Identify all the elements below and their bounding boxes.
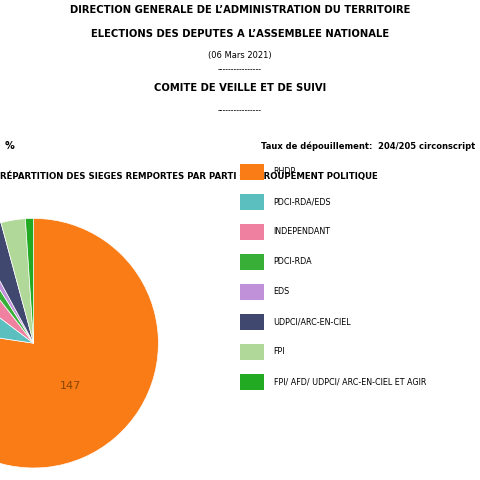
Text: UDPCI/ARC-EN-CIEL: UDPCI/ARC-EN-CIEL xyxy=(274,317,351,326)
Text: 147: 147 xyxy=(60,381,81,391)
Text: PDCI-RDA/EDS: PDCI-RDA/EDS xyxy=(274,197,331,206)
Text: COMITE DE VEILLE ET DE SUIVI: COMITE DE VEILLE ET DE SUIVI xyxy=(154,83,326,93)
Text: ELECTIONS DES DEPUTES A L’ASSEMBLEE NATIONALE: ELECTIONS DES DEPUTES A L’ASSEMBLEE NATI… xyxy=(91,28,389,38)
FancyBboxPatch shape xyxy=(240,193,264,210)
Wedge shape xyxy=(0,218,158,468)
Text: ----------------: ---------------- xyxy=(218,65,262,74)
Wedge shape xyxy=(0,245,34,343)
Text: FPI/ AFD/ UDPCI/ ARC-EN-CIEL ET AGIR: FPI/ AFD/ UDPCI/ ARC-EN-CIEL ET AGIR xyxy=(274,377,426,386)
Text: %: % xyxy=(5,142,14,151)
FancyBboxPatch shape xyxy=(240,284,264,300)
FancyBboxPatch shape xyxy=(240,253,264,270)
Text: RÉPARTITION DES SIEGES REMPORTES PAR PARTI OU GROUPEMENT POLITIQUE: RÉPARTITION DES SIEGES REMPORTES PAR PAR… xyxy=(0,171,378,181)
Wedge shape xyxy=(25,218,34,343)
Text: INDEPENDANT: INDEPENDANT xyxy=(274,228,331,236)
FancyBboxPatch shape xyxy=(240,313,264,330)
FancyBboxPatch shape xyxy=(240,164,264,180)
Text: PDCI-RDA: PDCI-RDA xyxy=(274,257,312,266)
Wedge shape xyxy=(0,268,34,343)
Wedge shape xyxy=(1,219,34,343)
Text: EDS: EDS xyxy=(274,288,290,296)
FancyBboxPatch shape xyxy=(240,224,264,240)
Text: (06 Mars 2021): (06 Mars 2021) xyxy=(208,50,272,60)
FancyBboxPatch shape xyxy=(240,373,264,390)
FancyBboxPatch shape xyxy=(240,344,264,360)
Wedge shape xyxy=(0,223,34,343)
Text: Taux de dépouillement:  204/205 circonscript: Taux de dépouillement: 204/205 circonscr… xyxy=(261,142,475,151)
Wedge shape xyxy=(0,233,34,343)
Text: DIRECTION GENERALE DE L’ADMINISTRATION DU TERRITOIRE: DIRECTION GENERALE DE L’ADMINISTRATION D… xyxy=(70,5,410,15)
Text: RHDP: RHDP xyxy=(274,168,296,176)
Text: FPI: FPI xyxy=(274,348,285,356)
Text: ----------------: ---------------- xyxy=(218,106,262,115)
Wedge shape xyxy=(0,238,34,343)
